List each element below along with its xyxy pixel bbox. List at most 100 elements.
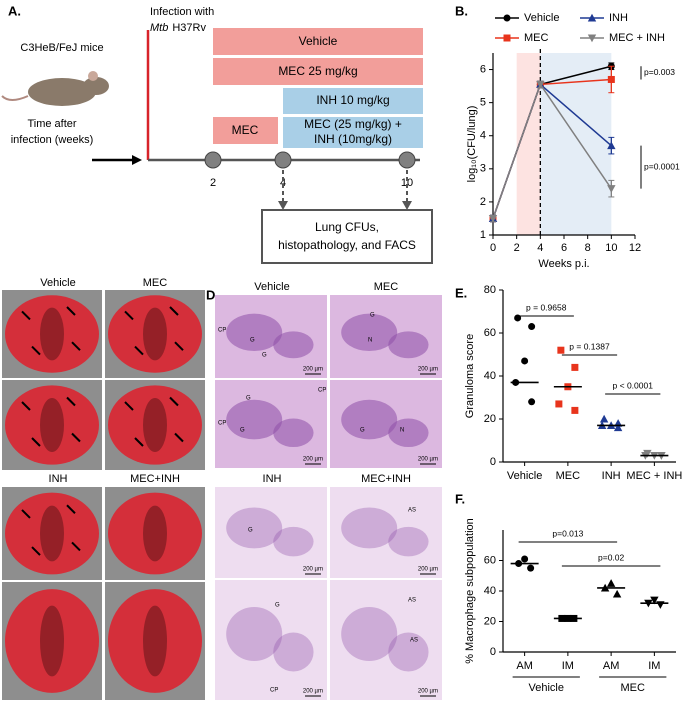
marker — [527, 564, 535, 572]
annotation: p = 0.9658 — [526, 302, 567, 312]
micrograph — [215, 580, 327, 700]
lung-shade — [40, 398, 64, 452]
lung-shade — [143, 605, 167, 677]
panel-label: F. — [455, 491, 465, 506]
mouse-icon — [1, 71, 109, 106]
legend-label: MEC — [524, 32, 549, 44]
marker — [555, 400, 563, 408]
histology: 200 µm 200 µm 200 µm 200 µm 200 µm 200 µm 200 … — [215, 295, 442, 700]
lung-shade — [40, 307, 64, 361]
arrow-head — [402, 201, 412, 210]
x-tick-label: Vehicle — [507, 470, 542, 482]
y-tick-label: 1 — [480, 229, 486, 241]
scale-bar-label: 200 µm — [418, 689, 438, 695]
micrograph — [215, 487, 327, 578]
infection-label: Infection with — [150, 6, 214, 18]
week-label: 2 — [210, 177, 216, 189]
tissue — [226, 313, 283, 352]
treatment-box — [213, 117, 278, 144]
y-axis-label: Granuloma score — [464, 334, 476, 418]
legend-label: MEC + INH — [609, 32, 665, 44]
timepoint — [204, 151, 222, 169]
arrow — [169, 396, 179, 407]
micrograph — [330, 487, 442, 578]
time-label: infection (weeks) — [11, 134, 94, 146]
marker — [488, 214, 498, 223]
y-tick-label: 0 — [490, 646, 496, 658]
arrow — [21, 310, 31, 321]
arrow — [71, 432, 81, 443]
marker — [656, 601, 665, 609]
y-tick-label: 5 — [480, 97, 486, 109]
infection-label: Mtb H37Rv — [150, 22, 206, 34]
annotation: p=0.02 — [598, 552, 625, 562]
treatment-label: Vehicle — [299, 34, 338, 48]
scale-bar-label: 200 µm — [303, 367, 323, 373]
marker — [521, 357, 529, 365]
y-tick-label: 0 — [490, 456, 496, 468]
region-label: G — [250, 338, 255, 344]
arrow — [169, 306, 179, 316]
tissue — [273, 418, 314, 448]
tissue — [341, 507, 398, 549]
tissue — [226, 607, 283, 661]
treatment-label: MEC — [232, 123, 259, 137]
arrow — [174, 341, 184, 351]
marker — [557, 346, 565, 354]
time-label: Time after — [27, 118, 76, 130]
group-label: Vehicle — [40, 277, 75, 289]
marker — [613, 423, 623, 432]
marker — [607, 185, 616, 193]
lung-shade — [143, 505, 167, 562]
tissue — [273, 632, 314, 672]
region-label: CP — [218, 328, 226, 334]
lung-photos — [2, 290, 205, 700]
tissue — [388, 526, 429, 557]
panel-label: E. — [455, 285, 467, 300]
x-tick-label: MEC — [556, 470, 581, 482]
tissue — [388, 632, 429, 672]
treatment-box — [283, 88, 423, 114]
arrow — [71, 341, 81, 351]
group-label: MEC — [143, 277, 168, 289]
scale-bar-label: 200 µm — [418, 367, 438, 373]
lung-shade — [40, 505, 64, 562]
tissue — [388, 331, 429, 359]
readout-label: Lung CFUs, — [315, 220, 379, 234]
region-label: AS — [408, 598, 416, 604]
group-label: Vehicle — [254, 281, 289, 293]
annotation: p=0.003 — [644, 67, 675, 77]
scale-bar-label: 200 µm — [418, 567, 438, 573]
tissue — [273, 526, 314, 557]
arrow — [66, 396, 76, 407]
arrow — [31, 437, 41, 447]
marker — [599, 414, 609, 423]
scale-bar-label: 200 µm — [418, 457, 438, 463]
y-tick-label: 40 — [484, 370, 496, 382]
panel-label: A. — [8, 3, 21, 18]
x-tick-label: INH — [602, 470, 621, 482]
marker — [528, 398, 536, 406]
y-tick-label: 2 — [480, 196, 486, 208]
region-label: AS — [410, 638, 418, 644]
x-tick-label: MEC + INH — [626, 470, 682, 482]
panel-label: B. — [455, 3, 468, 18]
x-tick-label: 6 — [561, 242, 567, 254]
group-label: MEC+INH — [130, 473, 180, 485]
legend-label: Vehicle — [524, 12, 559, 24]
arrow — [31, 546, 41, 556]
arrow — [124, 310, 134, 321]
readout-box — [261, 209, 433, 264]
marker — [503, 34, 511, 42]
scale-bar-label: 200 µm — [303, 457, 323, 463]
y-tick-label: 60 — [484, 554, 496, 566]
y-axis-label: log₁₀(CFU/lung) — [466, 106, 478, 183]
week-label: 4 — [280, 177, 286, 189]
tissue — [388, 418, 429, 448]
y-tick-label: 60 — [484, 327, 496, 339]
timepoint — [398, 151, 416, 169]
arrow — [124, 401, 134, 411]
arrow-head — [278, 201, 288, 210]
arrow — [134, 437, 144, 447]
